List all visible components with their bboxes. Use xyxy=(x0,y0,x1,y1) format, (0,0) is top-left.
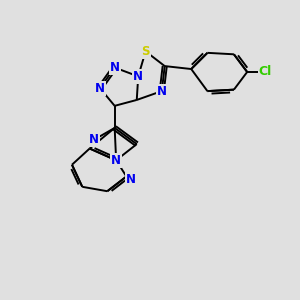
Text: N: N xyxy=(133,70,143,83)
Text: Cl: Cl xyxy=(259,65,272,79)
Text: N: N xyxy=(157,85,167,98)
Text: N: N xyxy=(95,82,105,95)
Text: N: N xyxy=(110,61,120,74)
Text: N: N xyxy=(111,154,121,167)
Text: N: N xyxy=(89,133,99,146)
Text: N: N xyxy=(126,173,136,186)
Text: S: S xyxy=(141,45,150,58)
